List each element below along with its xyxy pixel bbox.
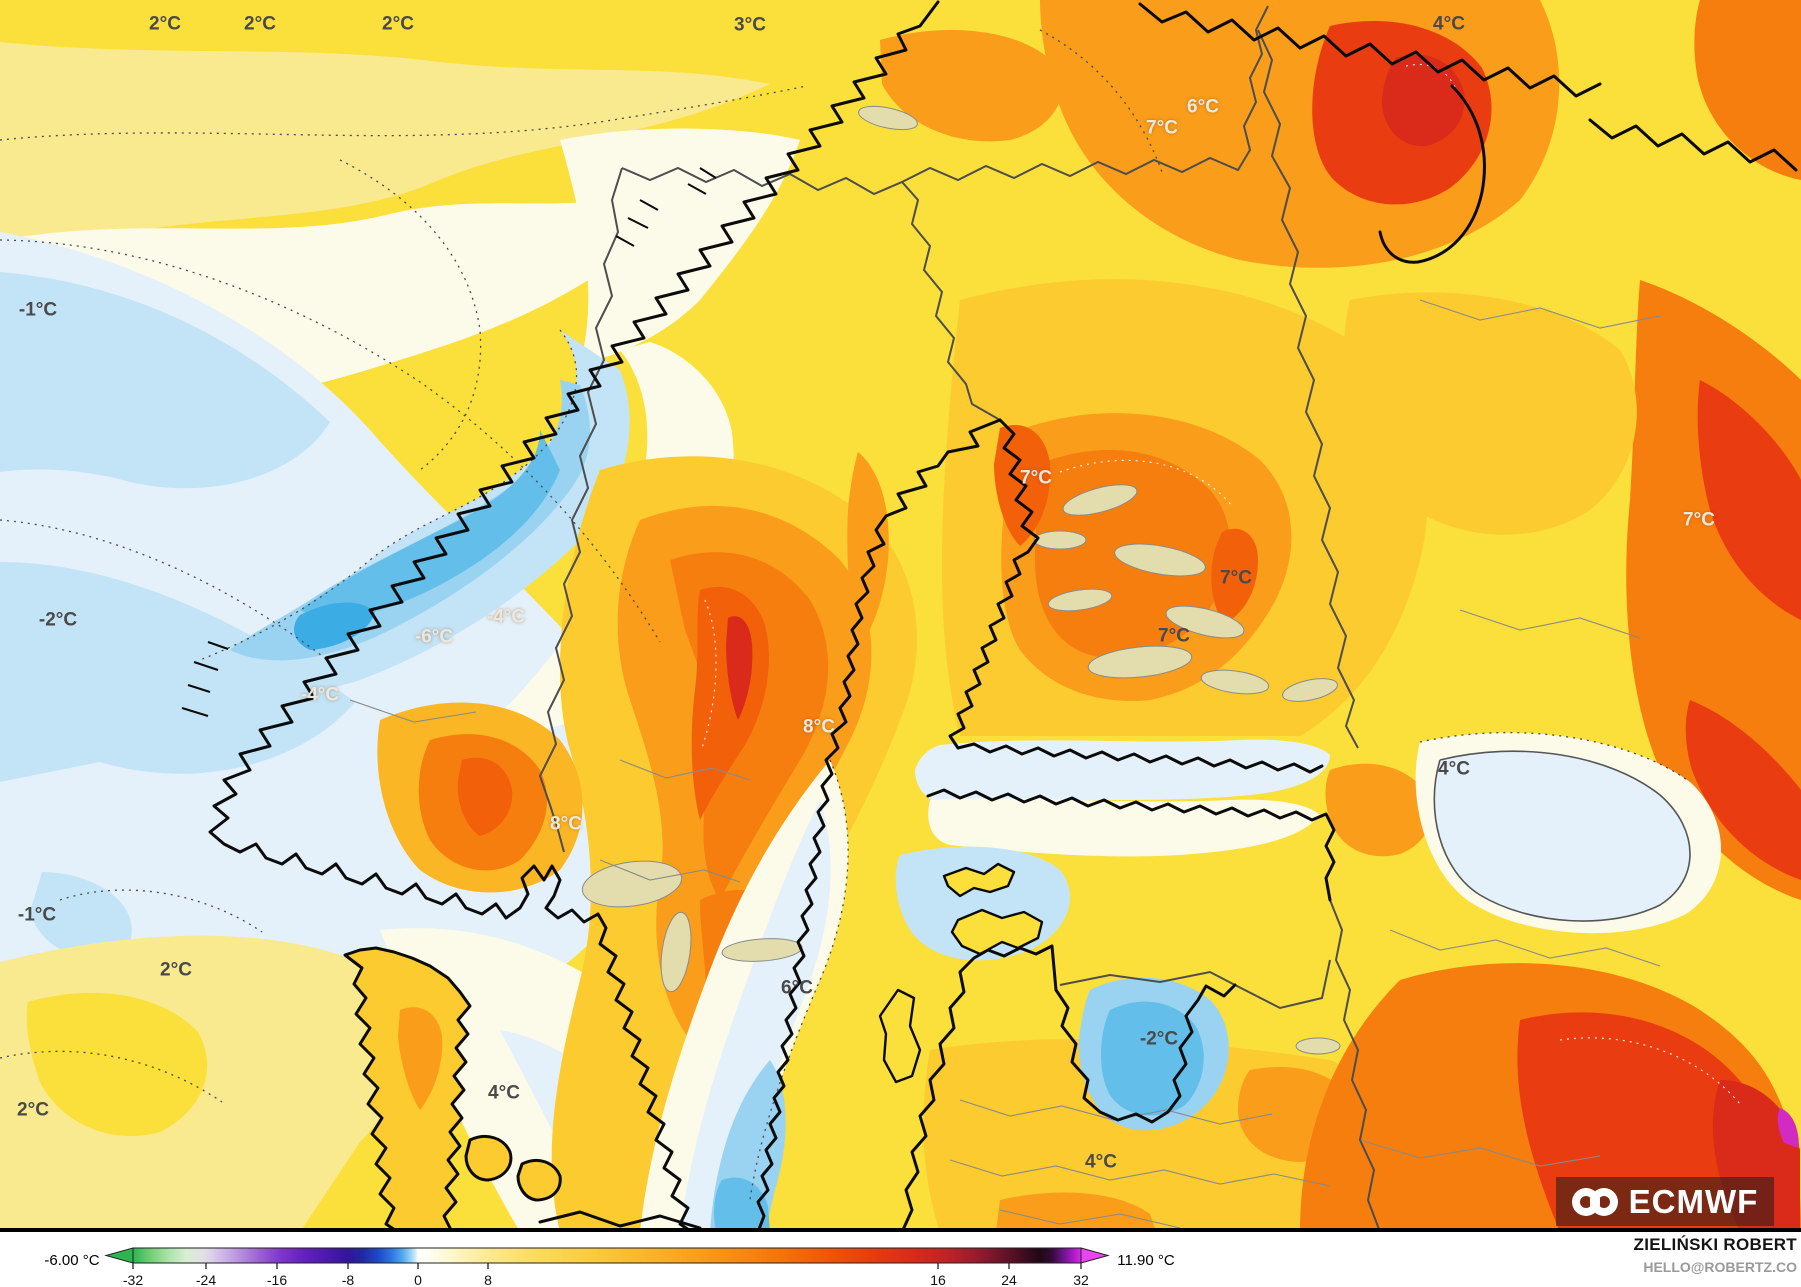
border-norway-sweden xyxy=(538,167,623,853)
colorbar-strip: -32 -24 -16 -8 0 8 16 24 32 -6.00 °C 11.90 °C ZI… xyxy=(0,1232,1801,1287)
colorbar-tick-label: -16 xyxy=(267,1272,287,1287)
temperature-map xyxy=(0,0,1801,1232)
kola-coastline xyxy=(1138,2,1602,98)
colorbar-tick-label: 32 xyxy=(1073,1272,1089,1287)
latvia-coastline xyxy=(900,944,1058,1232)
ecmwf-logo-text: ECMWF xyxy=(1628,1182,1759,1220)
finland-coastline xyxy=(948,418,1324,774)
border-baltics-russia xyxy=(1329,899,1381,1232)
colorbar-tick-label: 16 xyxy=(930,1272,946,1287)
northeast-warm-region xyxy=(880,0,1801,900)
ecmwf-logo-badge: ECMWF xyxy=(1556,1177,1774,1226)
colorbar-arrow-right xyxy=(1080,1247,1110,1264)
riga-gulf-coastline xyxy=(1054,983,1237,1124)
colorbar-tick-label: -8 xyxy=(342,1272,355,1287)
colorbar: -32 -24 -16 -8 0 8 16 24 32 -6.00 °C 11.90 °C xyxy=(44,1247,1175,1287)
credits: ZIELIŃSKI ROBERT HELLO@ROBERTZ.CO xyxy=(1634,1235,1797,1275)
colorbar-tick-label: 24 xyxy=(1001,1272,1017,1287)
colorbar-tick-label: 0 xyxy=(414,1272,422,1287)
border-norway-finland xyxy=(901,5,1269,183)
estonia-coastline xyxy=(926,788,1336,902)
border-estonia-latvia xyxy=(1059,959,1331,1010)
border-finland-russia xyxy=(1257,29,1359,749)
colorbar-body xyxy=(132,1247,1082,1264)
colorbar-tick-label: 8 xyxy=(484,1272,492,1287)
gotland-island xyxy=(878,988,922,1084)
colorbar-max-label: 11.90 °C xyxy=(1117,1252,1175,1269)
sweden-east-coastline xyxy=(756,418,1002,1232)
author-name: ZIELIŃSKI ROBERT xyxy=(1633,1235,1797,1254)
colorbar-arrow-left xyxy=(104,1247,134,1264)
norway-cold-band xyxy=(200,330,630,694)
author-email: HELLO@ROBERTZ.CO xyxy=(1643,1259,1797,1275)
fjord-islands xyxy=(181,167,717,717)
map-bottom-frame xyxy=(0,1228,1801,1232)
white-sea-coastline xyxy=(1378,84,1486,264)
estonian-islands xyxy=(878,862,1044,1084)
ecmwf-logo-icon xyxy=(1571,1187,1618,1216)
norway-coastline xyxy=(208,0,940,1232)
colorbar-tick-label: -32 xyxy=(123,1272,143,1287)
warm-core-contours xyxy=(701,64,1741,1105)
colorbar-min-label: -6.00 °C xyxy=(44,1252,99,1269)
colorbar-tick-label: -24 xyxy=(196,1272,216,1287)
island-details xyxy=(1433,750,1691,922)
border-sweden-finland xyxy=(621,166,1001,421)
admin-borders xyxy=(349,299,1661,1229)
arctic-coastline xyxy=(1588,118,1798,172)
country-borders xyxy=(538,5,1381,1232)
coastlines xyxy=(208,0,1798,1232)
cool-gradient-bands xyxy=(0,42,800,1232)
gulf-of-finland-south-extra xyxy=(538,1210,702,1230)
denmark xyxy=(343,946,562,1232)
colorbar-ticks: -32 -24 -16 -8 0 8 16 24 32 xyxy=(123,1263,1089,1287)
lakes xyxy=(581,105,1341,1055)
contour-lines xyxy=(0,29,1691,1201)
